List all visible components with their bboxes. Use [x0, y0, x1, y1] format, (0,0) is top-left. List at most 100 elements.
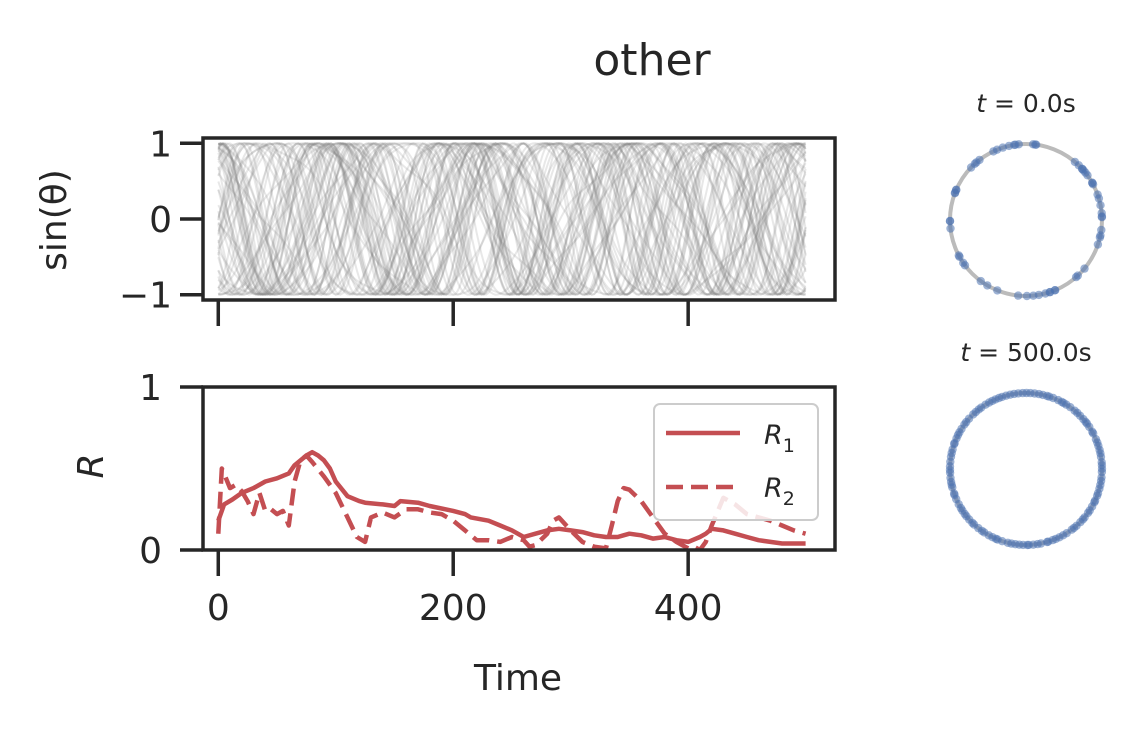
phase-trace [217, 142, 807, 296]
phase-point [945, 217, 955, 226]
phase-trace [217, 142, 806, 296]
phase-point [1022, 291, 1032, 301]
phase-y-axis: −1 0 1 [119, 124, 203, 317]
phase-trace [217, 142, 806, 296]
phase-trace [217, 142, 807, 296]
phase-trace [217, 142, 807, 296]
phase-trace [217, 142, 807, 296]
phase-trace [217, 142, 807, 296]
phase-point [954, 251, 963, 260]
phase-point [1097, 213, 1107, 222]
phase-y-tick-label: −1 [119, 276, 172, 317]
phase-trace [217, 142, 807, 296]
phase-point [993, 286, 1002, 295]
phase-trace [217, 142, 807, 296]
phase-point [959, 258, 968, 267]
phase-y-axis-label: sin(θ) [34, 169, 75, 271]
phase-point [983, 281, 992, 290]
phase-point [1010, 140, 1019, 150]
phase-trace [217, 142, 807, 296]
phase-panel: −1 0 1 sin(θ) [34, 124, 837, 326]
legend-label-r1: R1 [764, 420, 795, 457]
phase-trace [217, 142, 807, 296]
phase-trace [217, 142, 807, 296]
phase-y-tick-label: 1 [149, 124, 172, 165]
phase-trace [217, 142, 807, 296]
phase-trace [217, 142, 807, 296]
phase-trace [217, 142, 807, 296]
phase-trace [217, 142, 807, 296]
phase-point [1014, 291, 1023, 300]
phase-trace [217, 142, 807, 296]
phase-trace [217, 142, 807, 296]
phase-trace [217, 142, 807, 296]
phase-trace [218, 142, 807, 296]
phase-trace [218, 142, 807, 296]
phase-trace [217, 142, 807, 296]
phase-point [1029, 291, 1038, 300]
phase-trace [217, 142, 807, 296]
phase-y-tick-label: 0 [149, 200, 172, 241]
phase-trace [217, 142, 807, 296]
phase-trace [217, 142, 807, 296]
phase-point [992, 145, 1002, 154]
phase-trace [217, 142, 807, 296]
phase-point [1088, 178, 1097, 187]
phase-point [1093, 240, 1103, 249]
legend: R1 R2 [653, 403, 819, 521]
phase-trace [217, 142, 807, 296]
phase-trace [217, 142, 807, 296]
phase-trace [217, 142, 807, 296]
circle-title-t0: t = 0.0s [976, 89, 1075, 118]
phase-point [946, 224, 955, 233]
circle-points-t500 [945, 388, 1107, 550]
phase-trace [217, 142, 807, 296]
series-r2-line [216, 453, 807, 550]
phase-trace [217, 142, 807, 296]
phase-trace [217, 142, 807, 296]
phase-point [1051, 286, 1060, 295]
phase-trace [217, 142, 807, 296]
order-y-tick-label: 0 [139, 531, 162, 572]
phase-point [1032, 140, 1041, 149]
circle-panel-t0: t = 0.0s [945, 89, 1107, 301]
phase-traces [217, 142, 807, 296]
order-x-tick-label: 400 [654, 588, 723, 629]
phase-trace [217, 142, 807, 296]
phase-point [1093, 190, 1102, 199]
phase-point [1096, 201, 1105, 210]
phase-trace [217, 142, 807, 296]
order-x-tick-label: 0 [207, 588, 230, 629]
phase-point [1074, 161, 1084, 170]
phase-trace [217, 142, 807, 296]
phase-trace [217, 142, 807, 296]
phase-trace [217, 142, 807, 296]
phase-trace [217, 142, 806, 296]
phase-trace [218, 142, 807, 296]
phase-trace [217, 142, 807, 296]
phase-trace [217, 142, 807, 296]
phase-trace [217, 142, 806, 296]
order-panel: 01 0 200 400 R Time R1 R2 [71, 368, 837, 699]
circle-panel-t500: t = 500.0s [945, 338, 1107, 550]
order-y-axis: 01 [139, 368, 203, 572]
phase-trace [217, 142, 806, 296]
phase-trace [217, 142, 807, 296]
phase-x-axis [216, 300, 690, 326]
phase-point [976, 276, 985, 286]
phase-point [1071, 272, 1081, 282]
phase-point [1095, 233, 1105, 242]
order-panel-frame [201, 385, 837, 552]
phase-trace [217, 142, 807, 296]
order-x-axis: 0 200 400 [207, 550, 723, 629]
phase-point [1080, 264, 1089, 273]
phase-trace [218, 142, 806, 296]
series-r1-line [216, 449, 806, 546]
order-x-axis-label: Time [473, 658, 562, 699]
circle-title-t500: t = 500.0s [960, 338, 1091, 367]
phase-point [1097, 461, 1107, 470]
phase-trace [217, 142, 807, 296]
phase-point [950, 189, 960, 198]
order-y-axis-label: R [71, 453, 112, 478]
